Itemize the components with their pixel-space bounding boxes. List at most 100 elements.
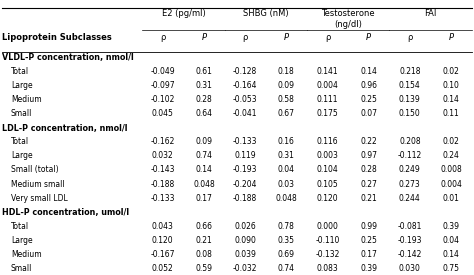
- Text: 0.111: 0.111: [317, 95, 338, 104]
- Text: ρ: ρ: [325, 33, 330, 42]
- Text: 0.75: 0.75: [443, 265, 459, 273]
- Text: 0.01: 0.01: [443, 194, 459, 203]
- Text: SHBG (nM): SHBG (nM): [243, 9, 289, 18]
- Text: 0.14: 0.14: [196, 166, 212, 174]
- Text: 0.16: 0.16: [278, 137, 295, 146]
- Text: -0.193: -0.193: [398, 236, 422, 245]
- Text: 0.045: 0.045: [152, 109, 174, 119]
- Text: P: P: [284, 33, 289, 42]
- Text: LDL-P concentration, nmol/l: LDL-P concentration, nmol/l: [2, 124, 128, 133]
- Text: Medium: Medium: [11, 95, 42, 104]
- Text: 0.27: 0.27: [360, 180, 377, 189]
- Text: 0.244: 0.244: [399, 194, 421, 203]
- Text: 0.104: 0.104: [317, 166, 338, 174]
- Text: 0.120: 0.120: [317, 194, 338, 203]
- Text: -0.097: -0.097: [150, 81, 175, 90]
- Text: -0.110: -0.110: [315, 236, 340, 245]
- Text: 0.043: 0.043: [152, 222, 174, 230]
- Text: 0.74: 0.74: [278, 265, 295, 273]
- Text: 0.14: 0.14: [360, 67, 377, 76]
- Text: 0.21: 0.21: [360, 194, 377, 203]
- Text: -0.133: -0.133: [151, 194, 175, 203]
- Text: 0.090: 0.090: [234, 236, 256, 245]
- Text: HDL-P concentration, umol/l: HDL-P concentration, umol/l: [2, 208, 129, 217]
- Text: 0.030: 0.030: [399, 265, 421, 273]
- Text: VLDL-P concentration, nmol/l: VLDL-P concentration, nmol/l: [2, 53, 134, 62]
- Text: -0.041: -0.041: [233, 109, 257, 119]
- Text: 0.008: 0.008: [440, 166, 462, 174]
- Text: 0.04: 0.04: [278, 166, 295, 174]
- Text: 0.09: 0.09: [195, 137, 212, 146]
- Text: 0.14: 0.14: [443, 250, 459, 259]
- Text: 0.07: 0.07: [360, 109, 377, 119]
- Text: FAI: FAI: [424, 9, 437, 18]
- Text: 0.052: 0.052: [152, 265, 173, 273]
- Text: 0.150: 0.150: [399, 109, 421, 119]
- Text: 0.208: 0.208: [399, 137, 420, 146]
- Text: Lipoprotein Subclasses: Lipoprotein Subclasses: [2, 33, 112, 42]
- Text: 0.004: 0.004: [440, 180, 462, 189]
- Text: Small (total): Small (total): [11, 166, 58, 174]
- Text: 0.154: 0.154: [399, 81, 421, 90]
- Text: -0.193: -0.193: [233, 166, 257, 174]
- Text: 0.14: 0.14: [443, 95, 459, 104]
- Text: P: P: [366, 33, 371, 42]
- Text: 0.21: 0.21: [196, 236, 212, 245]
- Text: 0.000: 0.000: [317, 222, 338, 230]
- Text: 0.58: 0.58: [278, 95, 295, 104]
- Text: 0.04: 0.04: [443, 236, 459, 245]
- Text: 0.17: 0.17: [360, 250, 377, 259]
- Text: E2 (pg/ml): E2 (pg/ml): [162, 9, 205, 18]
- Text: -0.142: -0.142: [398, 250, 422, 259]
- Text: 0.08: 0.08: [196, 250, 212, 259]
- Text: 0.67: 0.67: [278, 109, 295, 119]
- Text: Large: Large: [11, 236, 33, 245]
- Text: 0.61: 0.61: [196, 67, 212, 76]
- Text: 0.31: 0.31: [196, 81, 212, 90]
- Text: 0.02: 0.02: [443, 67, 459, 76]
- Text: -0.167: -0.167: [151, 250, 175, 259]
- Text: 0.25: 0.25: [360, 95, 377, 104]
- Text: 0.249: 0.249: [399, 166, 421, 174]
- Text: 0.09: 0.09: [278, 81, 295, 90]
- Text: -0.102: -0.102: [151, 95, 175, 104]
- Text: 0.02: 0.02: [443, 137, 459, 146]
- Text: 0.048: 0.048: [193, 180, 215, 189]
- Text: -0.164: -0.164: [233, 81, 257, 90]
- Text: 0.78: 0.78: [278, 222, 295, 230]
- Text: 0.03: 0.03: [278, 180, 295, 189]
- Text: 0.039: 0.039: [234, 250, 256, 259]
- Text: 0.003: 0.003: [317, 151, 338, 160]
- Text: 0.69: 0.69: [278, 250, 295, 259]
- Text: 0.120: 0.120: [152, 236, 173, 245]
- Text: Total: Total: [11, 137, 29, 146]
- Text: -0.143: -0.143: [151, 166, 175, 174]
- Text: 0.048: 0.048: [275, 194, 297, 203]
- Text: 0.22: 0.22: [360, 137, 377, 146]
- Text: 0.64: 0.64: [195, 109, 212, 119]
- Text: 0.39: 0.39: [443, 222, 459, 230]
- Text: 0.25: 0.25: [360, 236, 377, 245]
- Text: 0.59: 0.59: [195, 265, 212, 273]
- Text: 0.218: 0.218: [399, 67, 420, 76]
- Text: 0.141: 0.141: [317, 67, 338, 76]
- Text: 0.11: 0.11: [443, 109, 459, 119]
- Text: 0.17: 0.17: [196, 194, 212, 203]
- Text: -0.081: -0.081: [398, 222, 422, 230]
- Text: 0.28: 0.28: [360, 166, 377, 174]
- Text: Small: Small: [11, 265, 32, 273]
- Text: Large: Large: [11, 151, 33, 160]
- Text: P: P: [201, 33, 207, 42]
- Text: -0.032: -0.032: [233, 265, 257, 273]
- Text: ρ: ρ: [160, 33, 165, 42]
- Text: 0.97: 0.97: [360, 151, 377, 160]
- Text: 0.139: 0.139: [399, 95, 421, 104]
- Text: -0.128: -0.128: [233, 67, 257, 76]
- Text: 0.35: 0.35: [278, 236, 295, 245]
- Text: 0.105: 0.105: [317, 180, 338, 189]
- Text: -0.162: -0.162: [151, 137, 175, 146]
- Text: 0.28: 0.28: [196, 95, 212, 104]
- Text: 0.99: 0.99: [360, 222, 377, 230]
- Text: 0.96: 0.96: [360, 81, 377, 90]
- Text: Testosterone
(ng/dl): Testosterone (ng/dl): [321, 9, 375, 29]
